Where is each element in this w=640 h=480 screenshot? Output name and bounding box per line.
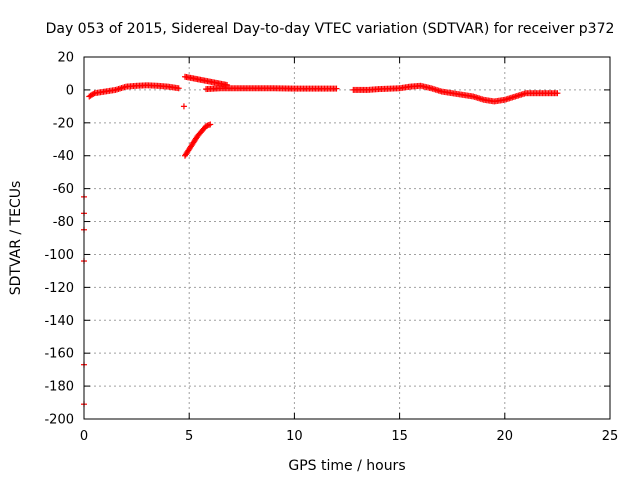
data-points xyxy=(81,73,561,408)
x-tick-label: 25 xyxy=(602,429,619,444)
x-tick-label: 15 xyxy=(391,429,408,444)
y-axis-label: SDTVAR / TECUs xyxy=(8,181,24,296)
x-tick-label: 5 xyxy=(185,429,193,444)
y-tick-label: 20 xyxy=(57,51,74,66)
data-point xyxy=(180,103,187,110)
y-tick-label: -140 xyxy=(44,314,74,329)
plot-frame xyxy=(83,56,611,420)
y-tick-label: -180 xyxy=(44,380,74,395)
x-tick-label: 10 xyxy=(286,429,303,444)
grid-layer xyxy=(84,57,610,419)
y-tick-label: 0 xyxy=(66,83,74,98)
y-tick-label: -200 xyxy=(44,413,74,428)
data-point xyxy=(333,85,340,92)
y-tick-label: -120 xyxy=(44,281,74,296)
y-tick-label: -100 xyxy=(44,248,74,263)
y-tick-label: -80 xyxy=(53,215,74,230)
y-tick-label: -20 xyxy=(53,116,74,131)
y-tick-label: -40 xyxy=(53,149,74,164)
x-axis-label: GPS time / hours xyxy=(288,458,405,474)
y-tick-label: -160 xyxy=(44,347,74,362)
data-point xyxy=(207,121,214,128)
data-point xyxy=(554,90,561,97)
x-tick-label: 0 xyxy=(80,429,88,444)
data-point xyxy=(175,85,182,92)
tick-layer: 0 5 10 15 20 25 20 0 -20 -40 -60 -80 -100 -120 -140 -16… xyxy=(44,51,618,445)
y-tick-label: -60 xyxy=(53,182,74,197)
chart-title: Day 053 of 2015, Sidereal Day-to-day VTE… xyxy=(46,21,615,37)
data-point xyxy=(90,91,97,98)
x-tick-label: 20 xyxy=(497,429,514,444)
